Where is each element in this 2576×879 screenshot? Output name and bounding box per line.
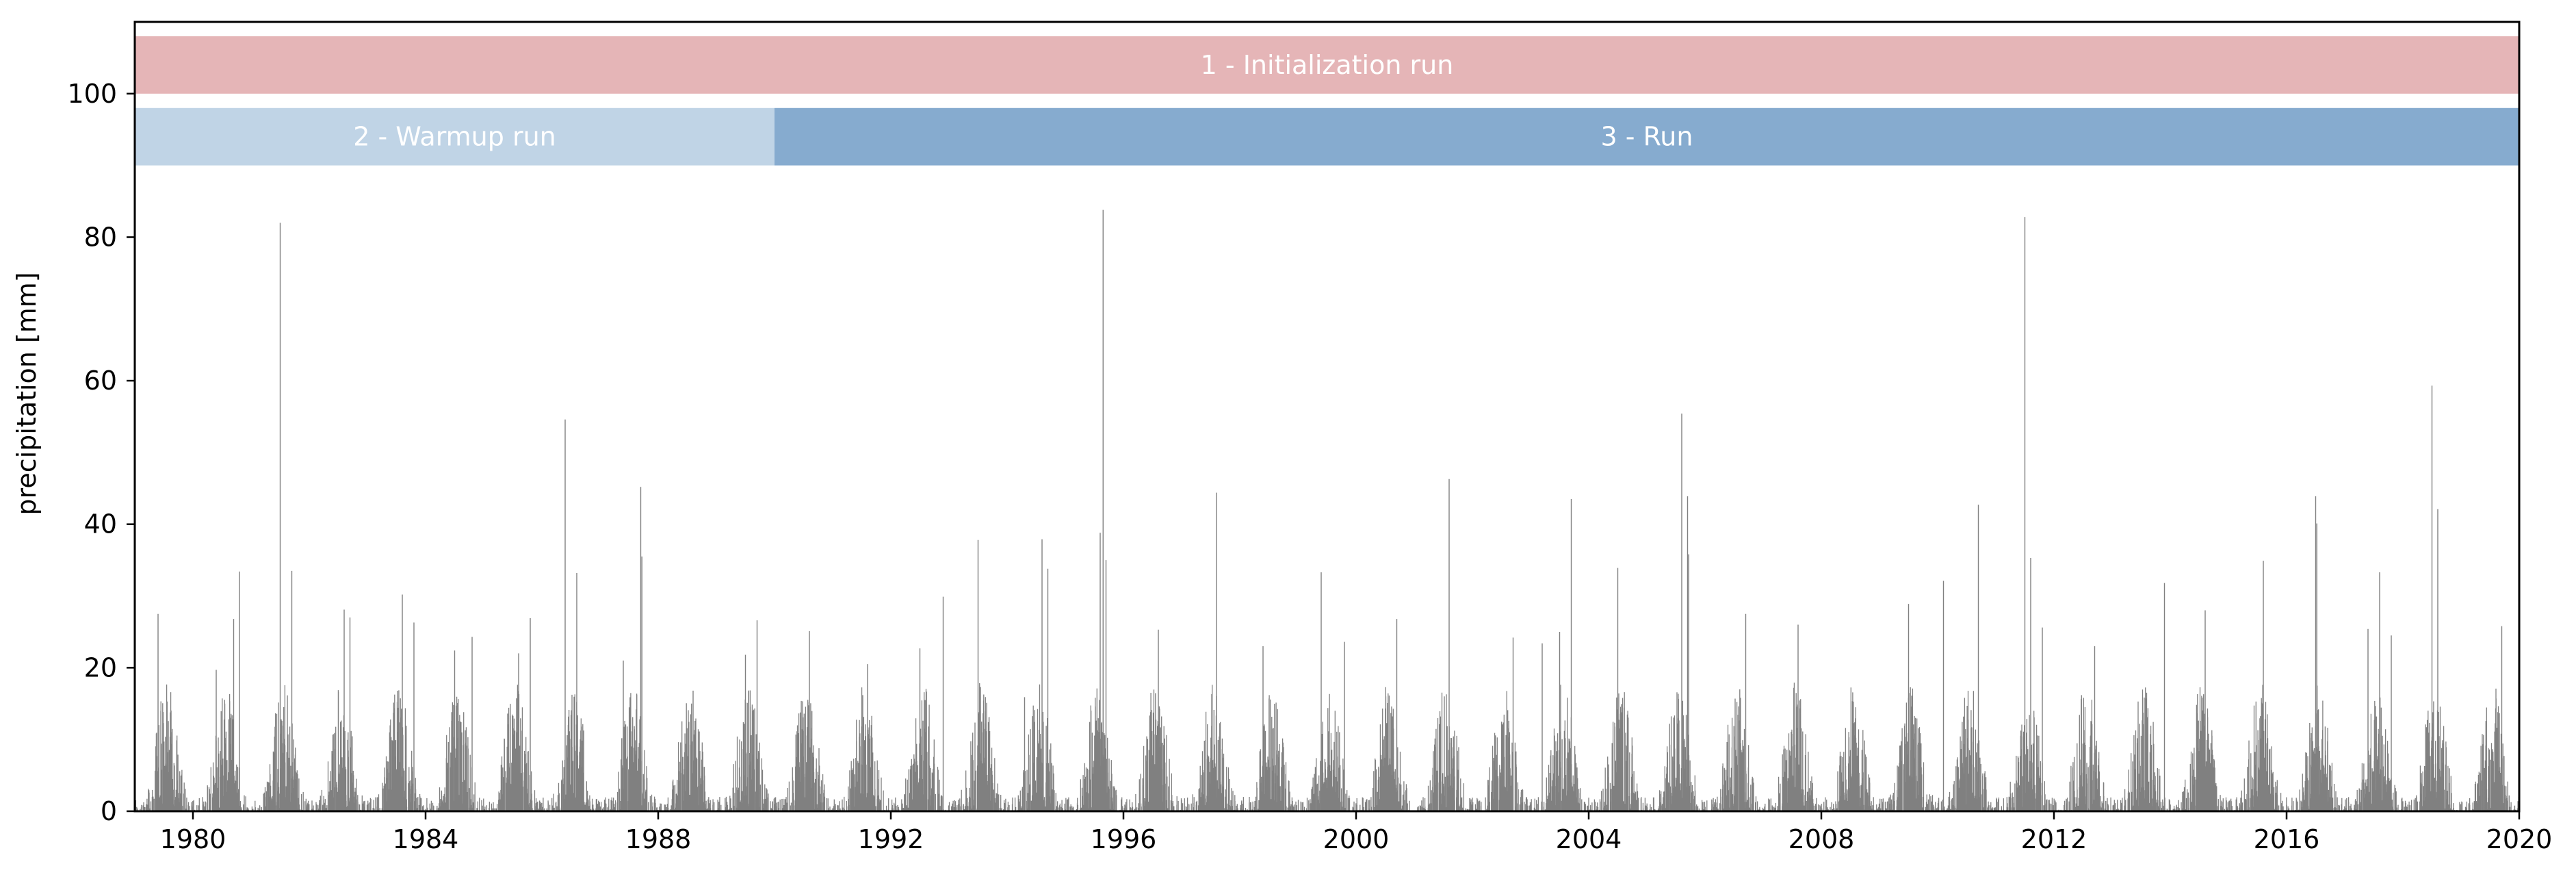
precipitation-peaks: [157, 209, 2503, 811]
y-tick-label: 100: [67, 79, 117, 109]
x-tick-label: 2020: [2486, 824, 2553, 854]
period-label-1: 1 - Initialization run: [1201, 50, 1454, 80]
x-tick-label: 2016: [2254, 824, 2320, 854]
period-label-2: 2 - Warmup run: [353, 122, 556, 152]
x-axis: 1980 1984 1988 1992 1996 2000 2004 2008 2012 2016…: [160, 811, 2553, 854]
period-band-3: [775, 107, 2519, 166]
y-axis: 0 20 40 60 80 100: [67, 79, 135, 826]
x-tick-label: 2004: [1556, 824, 1622, 854]
plot-frame: [133, 21, 2521, 813]
y-axis-label: precipitation [mm]: [12, 272, 42, 515]
x-tick-label: 2012: [2021, 824, 2087, 854]
period-band-1: [135, 36, 2519, 94]
y-tick-label: 0: [101, 796, 117, 826]
period-band-2: [135, 107, 775, 166]
y-tick-label: 20: [84, 652, 117, 683]
x-tick-label: 1992: [858, 824, 924, 854]
period-bands: 1 - Initialization run 2 - Warmup run 3 - …: [135, 36, 2519, 166]
y-tick-label: 80: [84, 222, 117, 252]
daily-precip-series: [135, 683, 2520, 811]
y-tick-label: 60: [84, 366, 117, 396]
x-tick-label: 2000: [1323, 824, 1390, 854]
x-tick-label: 1984: [393, 824, 459, 854]
x-tick-label: 2008: [1788, 824, 1855, 854]
precipitation-bars: [135, 683, 2520, 811]
period-label-3: 3 - Run: [1601, 122, 1693, 152]
x-tick-label: 1996: [1091, 824, 1157, 854]
x-tick-label: 1980: [160, 824, 226, 854]
y-tick-label: 40: [84, 509, 117, 539]
x-tick-label: 1988: [625, 824, 692, 854]
